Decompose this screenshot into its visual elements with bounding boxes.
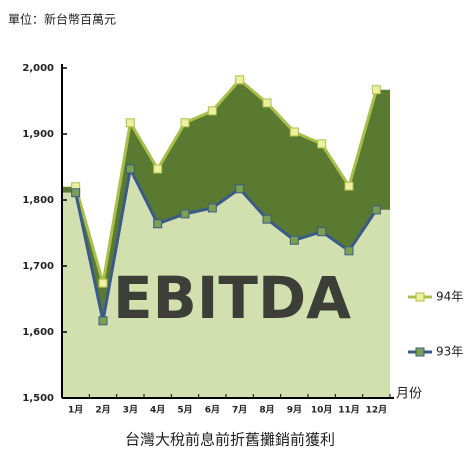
marker <box>207 203 217 213</box>
marker <box>125 118 135 128</box>
y-tick-label: 2,000 <box>22 63 54 74</box>
x-tick-label: 3月 <box>123 405 138 416</box>
x-tick-label: 1月 <box>68 405 83 416</box>
y-tick-label: 1,900 <box>22 129 54 140</box>
x-tick-label: 9月 <box>287 405 302 416</box>
marker <box>98 278 108 288</box>
watermark: EBITDA <box>113 264 351 332</box>
area <box>62 79 390 321</box>
marker <box>371 205 381 215</box>
marker <box>262 98 272 108</box>
chart-title: 台灣大稅前息前折舊攤銷前獲利 <box>125 431 335 449</box>
x-tick-label: 5月 <box>177 405 192 416</box>
marker <box>344 181 354 191</box>
x-tick-label: 7月 <box>232 405 247 416</box>
area <box>62 168 390 398</box>
marker <box>317 227 327 237</box>
x-tick-label: 2月 <box>95 405 110 416</box>
series-line <box>74 164 378 322</box>
marker <box>371 85 381 95</box>
y-tick-label: 1,500 <box>22 393 54 404</box>
y-tick-label: 1,600 <box>22 327 54 338</box>
marker <box>262 214 272 224</box>
marker <box>235 184 245 194</box>
unit-label: 單位：新台幣百萬元 <box>8 12 116 27</box>
marker <box>180 209 190 219</box>
legend-label: 94年 <box>436 290 463 304</box>
x-tick-label: 8月 <box>259 405 274 416</box>
marker <box>180 118 190 128</box>
x-axis-label: 月份 <box>396 387 422 402</box>
marker <box>235 75 245 85</box>
y-tick-label: 1,800 <box>22 195 54 206</box>
marker <box>344 246 354 256</box>
marker <box>317 139 327 149</box>
x-tick-label: 6月 <box>205 405 220 416</box>
x-tick-label: 11月 <box>338 405 360 416</box>
marker <box>71 188 81 198</box>
marker <box>98 316 108 326</box>
x-tick-label: 4月 <box>150 405 165 416</box>
x-tick-label: 12月 <box>366 405 388 416</box>
marker <box>289 235 299 245</box>
y-tick-label: 1,700 <box>22 261 54 272</box>
marker <box>289 127 299 137</box>
marker <box>153 219 163 229</box>
legend-marker <box>415 292 425 302</box>
marker <box>125 164 135 174</box>
legend-label: 93年 <box>436 345 463 359</box>
legend-marker <box>415 347 425 357</box>
series-line <box>74 77 378 284</box>
marker <box>207 106 217 116</box>
x-tick-label: 10月 <box>311 405 333 416</box>
marker <box>153 164 163 174</box>
